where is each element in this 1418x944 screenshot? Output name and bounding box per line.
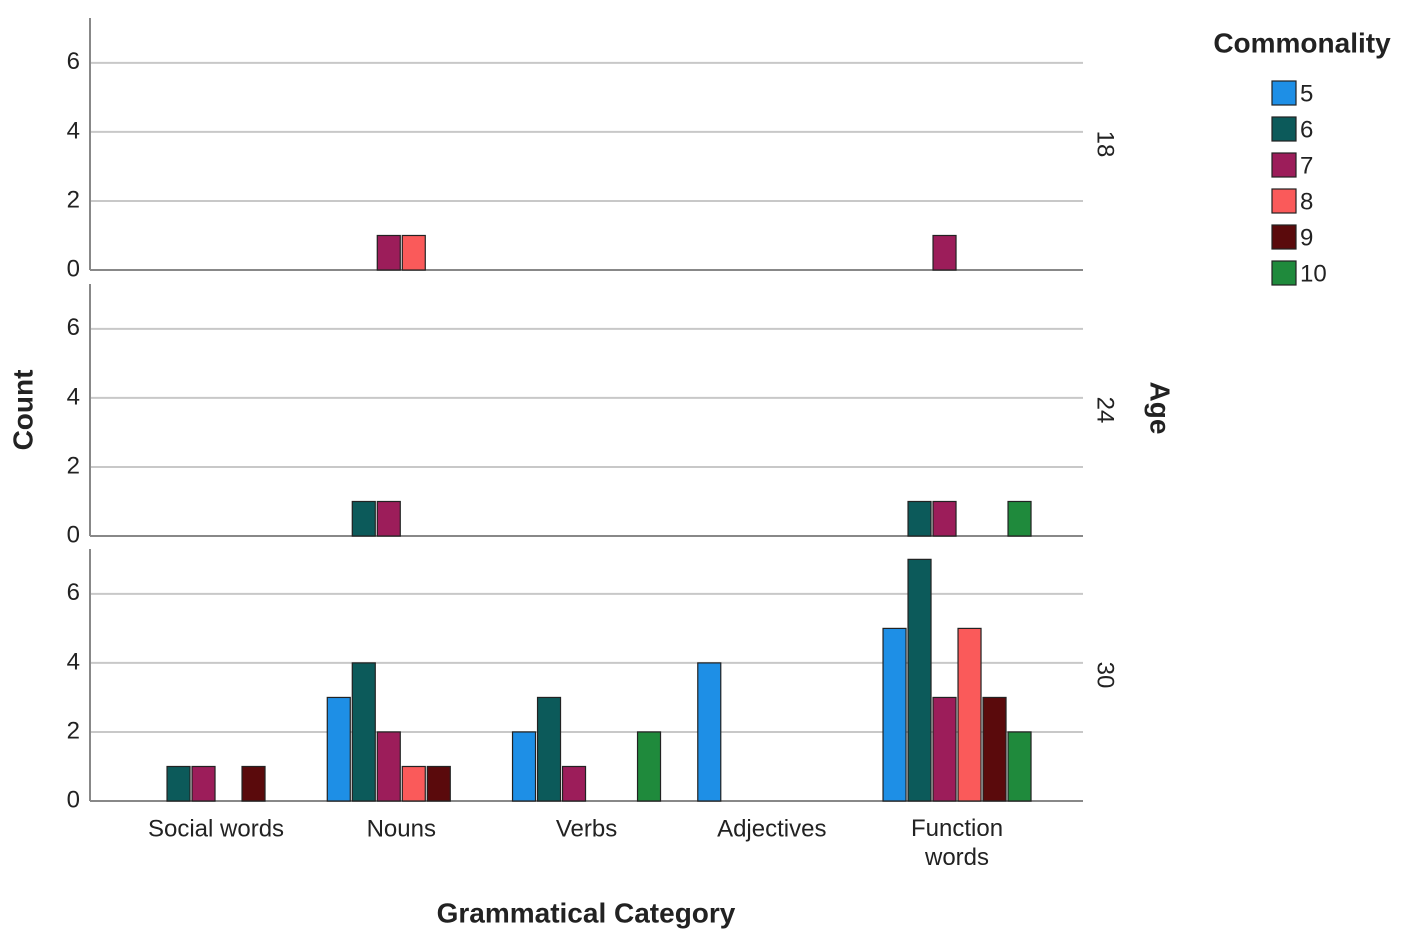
bar (932, 500, 957, 537)
y-axis-title: Count (7, 370, 38, 451)
x-tick-label: Function words (911, 815, 1003, 871)
legend-swatch (1271, 188, 1297, 214)
y-tick-label: 2 (67, 452, 80, 479)
y-tick-label: 2 (67, 186, 80, 213)
y-tick-label: 6 (67, 579, 80, 606)
facet-label: 18 (1092, 131, 1119, 158)
y-tick-label: 4 (67, 117, 80, 144)
y-tick-label: 0 (67, 521, 80, 548)
x-tick-label: Nouns (367, 815, 436, 842)
legend-label: 7 (1300, 152, 1313, 179)
legend-label: 6 (1300, 116, 1313, 143)
y-tick-label: 0 (67, 786, 80, 813)
bar (536, 696, 562, 802)
bar (511, 731, 537, 802)
bar (982, 696, 1007, 802)
legend-swatch (1271, 152, 1297, 178)
legend-title: Commonality (1213, 27, 1391, 58)
bar (957, 627, 982, 802)
facet-label: 24 (1092, 397, 1119, 424)
y-tick-label: 4 (67, 383, 80, 410)
x-tick-label: Adjectives (717, 815, 826, 842)
bar (636, 731, 662, 802)
legend-label: 9 (1300, 224, 1313, 251)
bar (326, 696, 351, 802)
legend-label: 8 (1300, 188, 1313, 215)
bar (882, 627, 907, 802)
x-tick-label: Social words (148, 815, 284, 842)
bar (561, 765, 587, 802)
legend-swatch (1271, 224, 1297, 250)
bar (376, 731, 401, 802)
bar (907, 500, 932, 537)
bar (401, 765, 426, 802)
bar (241, 765, 266, 802)
bar (697, 662, 722, 802)
bar (376, 500, 401, 537)
bar (376, 234, 401, 271)
facet-label: 30 (1092, 662, 1119, 689)
legend-label: 10 (1300, 260, 1327, 287)
y-tick-label: 2 (67, 717, 80, 744)
bar (907, 558, 932, 802)
y-tick-label: 6 (67, 48, 80, 75)
bar (932, 696, 957, 802)
facet-title: Age (1145, 382, 1176, 435)
x-tick-label: Verbs (556, 815, 617, 842)
legend-swatch (1271, 116, 1297, 142)
bar (1007, 731, 1032, 802)
y-tick-label: 0 (67, 255, 80, 282)
legend-swatch (1271, 80, 1297, 106)
bar (191, 765, 216, 802)
legend-swatch (1271, 260, 1297, 286)
bar (426, 765, 451, 802)
y-tick-label: 4 (67, 648, 80, 675)
legend-label: 5 (1300, 80, 1313, 107)
bar (351, 500, 376, 537)
bar (401, 234, 426, 271)
bar (351, 662, 376, 802)
bar (932, 234, 957, 271)
bar (1007, 500, 1032, 537)
bar (166, 765, 191, 802)
y-tick-label: 6 (67, 314, 80, 341)
x-axis-title: Grammatical Category (437, 897, 736, 928)
